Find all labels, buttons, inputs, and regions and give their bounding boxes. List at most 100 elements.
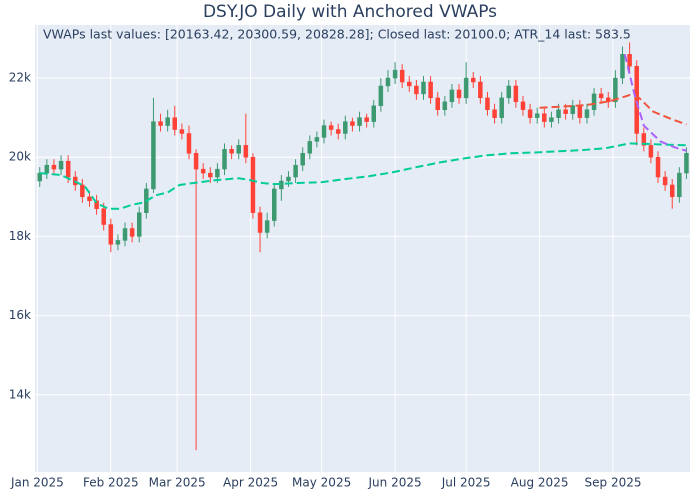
candle-body xyxy=(314,137,320,142)
x-tick-label: May 2025 xyxy=(292,476,351,490)
candle-body xyxy=(428,81,433,99)
vwap-line xyxy=(539,94,687,126)
candle-body xyxy=(620,54,625,79)
candle-body xyxy=(492,109,497,118)
x-tick-label: Aug 2025 xyxy=(511,476,569,490)
x-tick-label: Mar 2025 xyxy=(149,476,206,490)
candle-body xyxy=(684,153,689,174)
candle-body xyxy=(321,125,327,138)
candle-body xyxy=(208,172,213,178)
candle-body xyxy=(236,145,241,154)
candle-body xyxy=(200,168,206,174)
candle-body xyxy=(222,149,227,170)
candle-body xyxy=(136,212,142,237)
candle-body xyxy=(499,97,504,118)
candle-body xyxy=(272,188,277,221)
y-tick-label: 18k xyxy=(9,229,31,243)
candle-body xyxy=(250,156,256,213)
candle-body xyxy=(449,89,455,103)
y-tick-label: 14k xyxy=(9,387,31,401)
candle-body xyxy=(506,85,512,99)
candle-body xyxy=(307,141,313,154)
candle-body xyxy=(186,133,192,154)
candle-body xyxy=(556,109,561,118)
candle-body xyxy=(669,184,675,198)
candle-body xyxy=(513,85,519,103)
candle-body xyxy=(58,160,64,170)
candle-body xyxy=(122,228,128,241)
candle-body xyxy=(648,145,654,158)
candle-body xyxy=(165,117,170,126)
x-tick-label: Jul 2025 xyxy=(441,476,491,490)
candle-body xyxy=(115,240,121,245)
candle-body xyxy=(229,149,234,154)
candle-body xyxy=(286,176,291,182)
candle-body xyxy=(606,97,611,103)
vwap-line xyxy=(39,142,687,210)
candle-body xyxy=(399,69,405,83)
candle-body xyxy=(357,117,362,126)
candle-body xyxy=(328,125,334,130)
plot-area xyxy=(35,25,690,472)
candle-body xyxy=(677,172,682,198)
candle-body xyxy=(350,121,355,126)
candle-body xyxy=(51,164,57,170)
candle-body xyxy=(534,113,540,118)
candle-body xyxy=(563,109,568,114)
candle-body xyxy=(65,160,71,178)
candle-body xyxy=(435,97,440,110)
candle-body xyxy=(385,77,391,87)
candle-body xyxy=(293,164,298,178)
x-tick-label: Jan 2025 xyxy=(10,476,64,490)
annotation: VWAPs last values: [20163.42, 20300.59, … xyxy=(43,27,631,42)
candle-body xyxy=(151,121,156,190)
candle-body xyxy=(456,89,462,99)
candle-body xyxy=(527,109,533,118)
y-tick-label: 20k xyxy=(9,150,31,164)
candle-body xyxy=(364,117,369,122)
candle-body xyxy=(257,212,263,233)
candle-body xyxy=(300,153,305,166)
candle-body xyxy=(279,180,284,190)
y-tick-label: 22k xyxy=(9,71,31,85)
candle-body xyxy=(549,117,554,122)
candle-body xyxy=(44,164,50,174)
candle-body xyxy=(172,117,178,130)
candle-body xyxy=(584,109,590,118)
candle-body xyxy=(627,54,632,67)
candle-body xyxy=(520,101,526,110)
vwap-line xyxy=(623,54,687,152)
candle-body xyxy=(343,121,348,134)
candle-body xyxy=(129,228,135,237)
candle-body xyxy=(371,105,377,122)
candle-body xyxy=(542,113,547,122)
chart-title: DSY.JO Daily with Anchored VWAPs xyxy=(203,2,497,22)
candle-body xyxy=(179,129,185,134)
candle-body xyxy=(414,85,419,95)
candle-body xyxy=(641,133,647,146)
y-tick-label: 16k xyxy=(9,308,31,322)
candle-body xyxy=(470,77,476,83)
x-tick-label: Feb 2025 xyxy=(83,476,139,490)
candle-body xyxy=(37,172,42,182)
candle-body xyxy=(378,85,384,107)
x-tick-label: Jun 2025 xyxy=(368,476,422,490)
candle-body xyxy=(101,208,106,225)
candle-body xyxy=(598,93,604,99)
candle-body xyxy=(193,153,199,170)
candle-body xyxy=(80,184,85,198)
candle-body xyxy=(264,220,270,233)
candle-body xyxy=(485,97,490,110)
candle-body xyxy=(94,200,99,209)
candle-body xyxy=(108,224,114,245)
candle-body xyxy=(662,176,668,186)
candle-body xyxy=(634,65,639,134)
candle-body xyxy=(478,81,483,99)
x-tick-label: Apr 2025 xyxy=(223,476,278,490)
candle-body xyxy=(442,101,448,110)
candle-body xyxy=(335,129,341,134)
candle-body xyxy=(407,81,412,87)
candle-body xyxy=(577,105,583,118)
candle-body xyxy=(87,196,92,202)
